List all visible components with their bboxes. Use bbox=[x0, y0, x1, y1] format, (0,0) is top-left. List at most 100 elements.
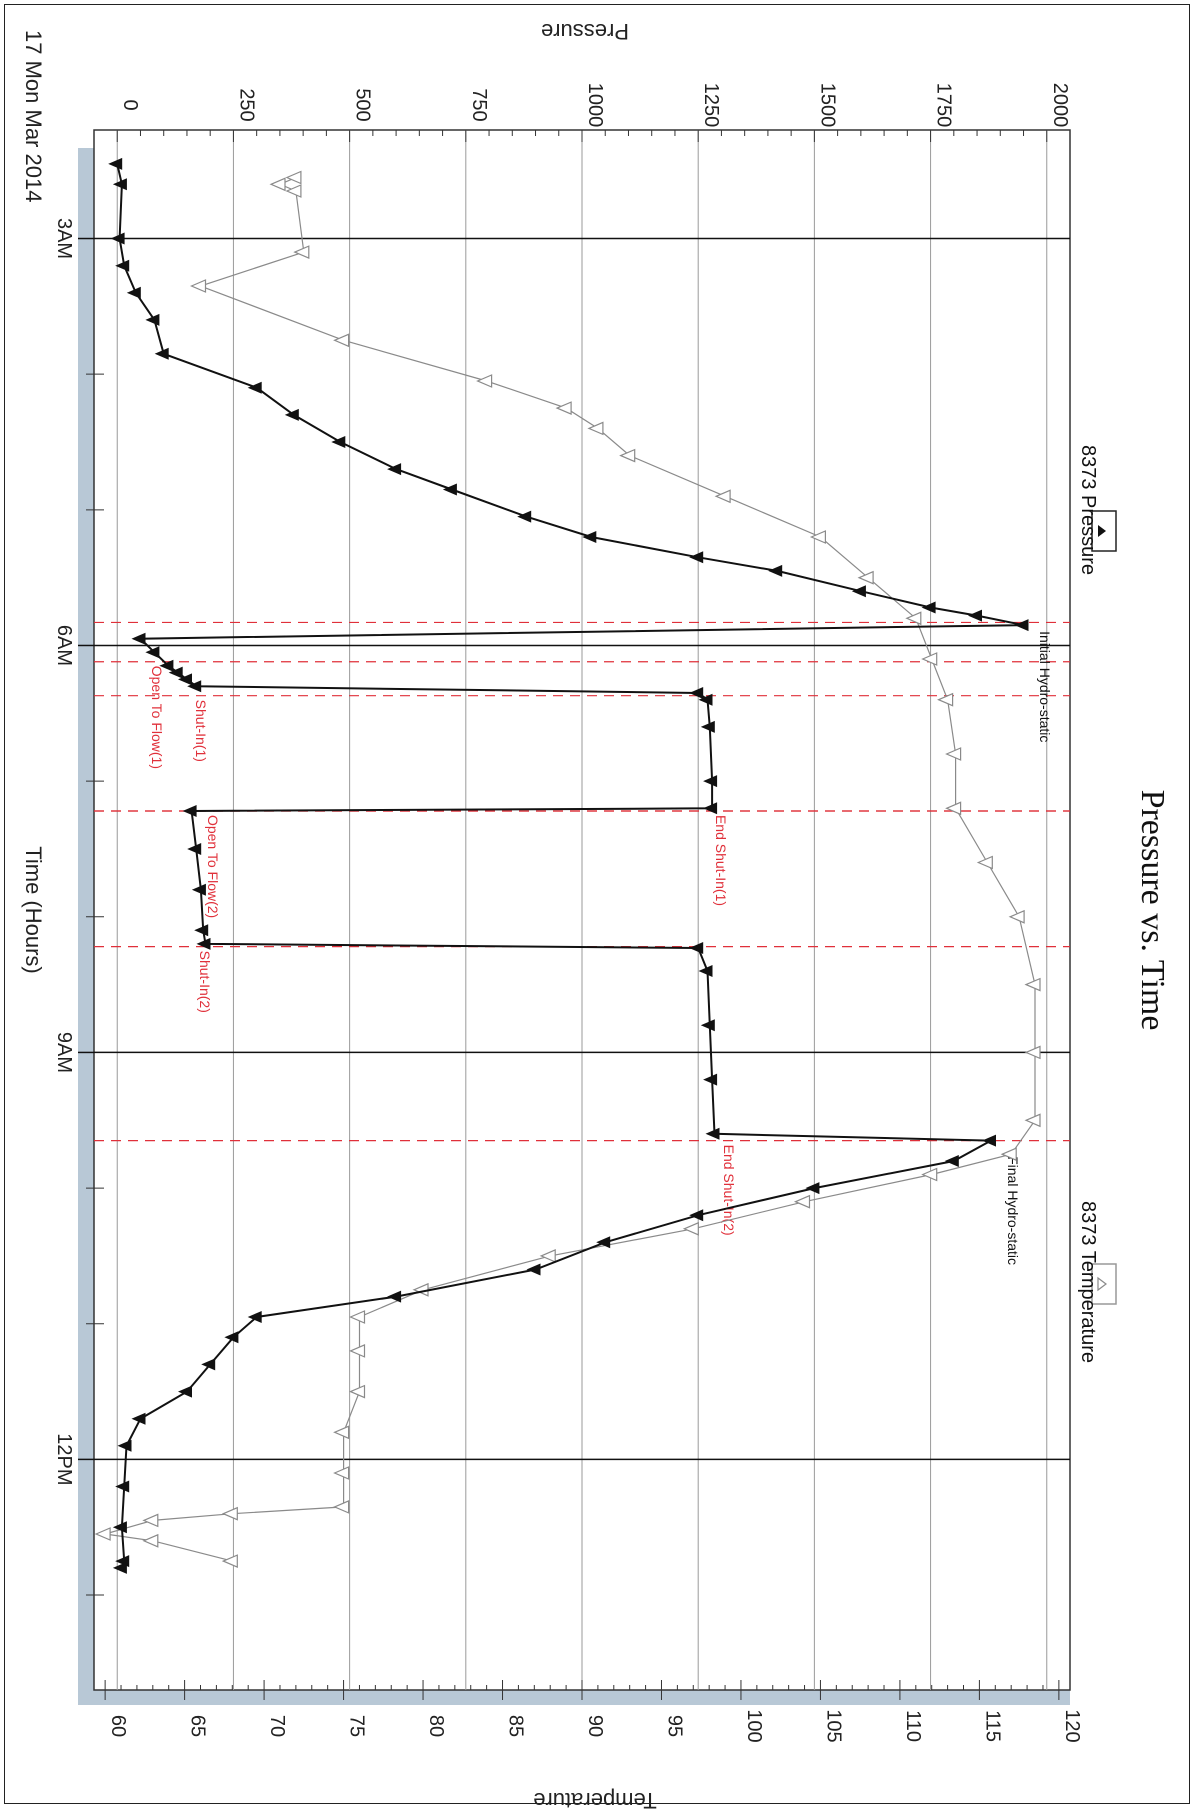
pressure-point bbox=[145, 313, 160, 326]
pressure-point bbox=[131, 1412, 146, 1425]
time-tick-label: 9AM bbox=[53, 1032, 75, 1073]
pressure-point bbox=[108, 157, 123, 170]
temperature-point bbox=[905, 611, 922, 626]
temperature-point bbox=[269, 177, 286, 192]
event-marker-label: End Shut-In(1) bbox=[713, 815, 729, 906]
pressure-point bbox=[284, 408, 299, 421]
pressure-point bbox=[201, 1358, 216, 1371]
pressure-point bbox=[944, 1155, 959, 1167]
temperature-tick-label: 65 bbox=[187, 1715, 209, 1737]
temperature-tick-label: 110 bbox=[902, 1710, 924, 1742]
pressure-point bbox=[110, 232, 125, 245]
temperature-point bbox=[619, 448, 636, 463]
pressure-point bbox=[921, 601, 936, 614]
pressure-point bbox=[387, 1290, 402, 1303]
pressure-point bbox=[159, 659, 174, 672]
pressure-point bbox=[1014, 619, 1029, 632]
temperature-point bbox=[945, 801, 962, 816]
temperature-point bbox=[857, 570, 874, 585]
event-marker-label: Shut-In(2) bbox=[197, 951, 213, 1013]
temperature-point bbox=[94, 1527, 111, 1541]
pressure-point bbox=[112, 1521, 127, 1534]
time-tick-label: 3AM bbox=[53, 218, 75, 259]
temperature-tick-label: 75 bbox=[346, 1715, 368, 1737]
temperature-tick-label: 60 bbox=[107, 1715, 129, 1737]
hydrostatic-annotation: Final Hydro-static bbox=[1005, 1156, 1021, 1265]
temperature-tick-label: 85 bbox=[505, 1715, 527, 1737]
pressure-point bbox=[191, 883, 206, 896]
temperature-point bbox=[333, 1499, 350, 1514]
pressure-point bbox=[126, 286, 141, 299]
pressure-point bbox=[187, 680, 202, 693]
pressure-point bbox=[805, 1182, 820, 1195]
pressure-point bbox=[115, 259, 130, 272]
pressure-tick-label: 1750 bbox=[933, 83, 955, 128]
pressure-point bbox=[526, 1263, 541, 1276]
temperature-point bbox=[682, 1221, 699, 1236]
pressure-point bbox=[700, 1019, 715, 1032]
temperature-series-line bbox=[104, 176, 1036, 1562]
temperature-point bbox=[555, 401, 572, 416]
temperature-point bbox=[189, 279, 207, 293]
pressure-point bbox=[689, 942, 704, 954]
temperature-point bbox=[348, 1384, 366, 1399]
pressure-point bbox=[698, 693, 713, 706]
plot-bg-strip-bottom bbox=[78, 1690, 1070, 1705]
pressure-point bbox=[194, 924, 209, 937]
time-axis-title: Time (Hours) bbox=[21, 846, 46, 974]
temperature-point bbox=[976, 855, 993, 870]
event-marker-label: End Shut-In(2) bbox=[721, 1145, 737, 1236]
plot-bg-strip-left bbox=[78, 148, 94, 1705]
pressure-tick-label: 1000 bbox=[584, 83, 606, 128]
pressure-tick-label: 1250 bbox=[700, 83, 722, 128]
temperature-tick-label: 95 bbox=[663, 1715, 685, 1737]
event-marker-label: Open To Flow(1) bbox=[149, 666, 165, 769]
event-marker-label: Shut-In(1) bbox=[193, 700, 209, 762]
temperature-tick-label: 105 bbox=[822, 1709, 844, 1742]
chart-title: Pressure vs. Time bbox=[1134, 790, 1171, 1031]
pressure-point bbox=[968, 609, 982, 622]
pressure-point bbox=[178, 1385, 192, 1398]
chart-frame bbox=[4, 4, 1190, 1804]
temperature-point bbox=[1024, 977, 1041, 992]
temperature-point bbox=[333, 333, 350, 348]
pressure-point bbox=[247, 381, 262, 394]
temperature-point bbox=[539, 1248, 556, 1263]
pressure-tick-label: 250 bbox=[235, 88, 257, 121]
temperature-tick-label: 70 bbox=[266, 1715, 288, 1737]
event-marker-label: Open To Flow(2) bbox=[205, 815, 221, 918]
temperature-point bbox=[476, 374, 493, 388]
pressure-point bbox=[387, 463, 402, 476]
pressure-point bbox=[705, 1127, 720, 1140]
pressure-point bbox=[698, 965, 713, 977]
legend-pressure[interactable]: 8373 Pressure bbox=[1077, 445, 1117, 575]
temperature-point bbox=[348, 1310, 366, 1324]
temperature-point bbox=[1008, 909, 1025, 924]
axis-layer: 0 250 500 750 1000 1250 1500 1750 2000 60 65 70 75 80… bbox=[53, 83, 1083, 1743]
pressure-point bbox=[145, 646, 160, 659]
temperature-point bbox=[1024, 1045, 1041, 1060]
temperature-point bbox=[714, 489, 731, 504]
temperature-point bbox=[333, 1466, 350, 1480]
pressure-point bbox=[982, 1134, 996, 1147]
pressure-point bbox=[178, 673, 192, 686]
pressure-point bbox=[131, 632, 146, 645]
pressure-tick-label: 2000 bbox=[1049, 83, 1071, 128]
pressure-point bbox=[117, 1439, 132, 1452]
pressure-point bbox=[187, 843, 202, 855]
temperature-point bbox=[221, 1506, 238, 1521]
pressure-point bbox=[112, 1561, 127, 1574]
pressure-point bbox=[115, 1480, 130, 1493]
legend-temperature[interactable]: 8373 Temperature bbox=[1077, 1201, 1117, 1363]
temperature-point bbox=[142, 1513, 159, 1528]
temperature-point bbox=[142, 1533, 159, 1548]
pressure-point bbox=[517, 510, 532, 523]
pressure-point bbox=[182, 805, 197, 817]
temperature-point bbox=[793, 1194, 811, 1209]
pressure-point bbox=[247, 1311, 262, 1323]
temperature-point bbox=[285, 170, 302, 185]
grid-layer bbox=[94, 130, 1070, 1690]
pressure-point bbox=[196, 937, 211, 950]
pressure-tick-label: 500 bbox=[352, 88, 374, 121]
